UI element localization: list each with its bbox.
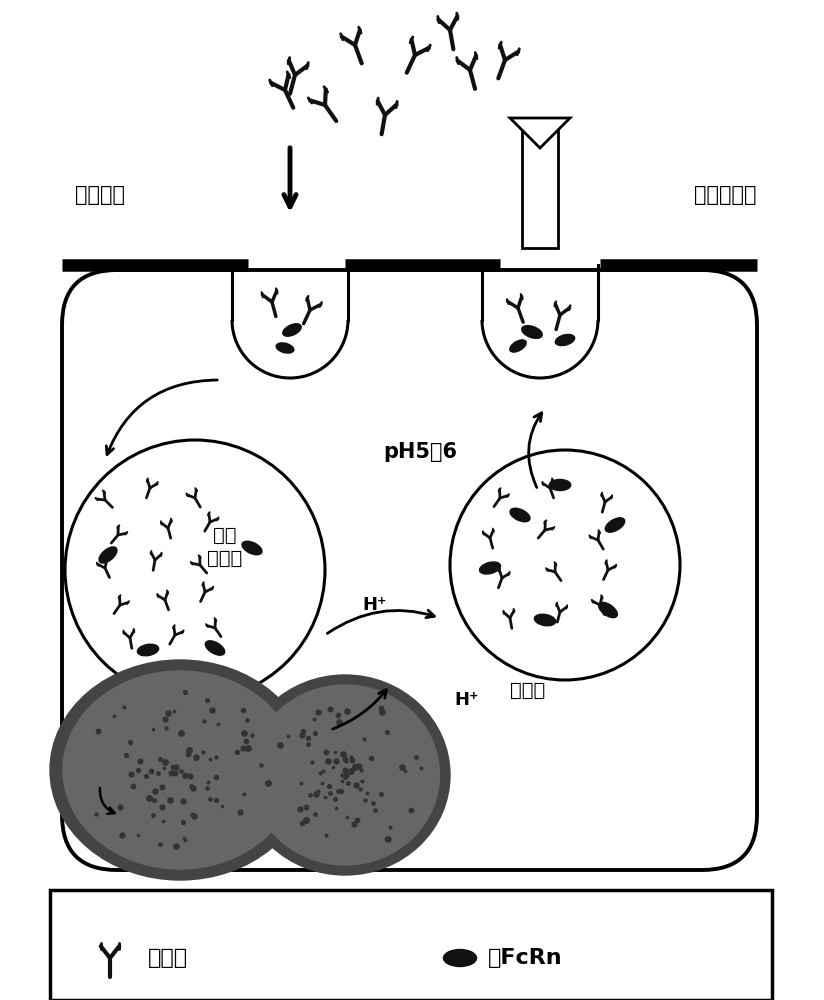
FancyBboxPatch shape bbox=[50, 890, 772, 1000]
Ellipse shape bbox=[535, 614, 555, 626]
Text: H⁺: H⁺ bbox=[455, 691, 480, 709]
Text: 分选: 分选 bbox=[213, 526, 236, 544]
Ellipse shape bbox=[606, 518, 625, 532]
Ellipse shape bbox=[242, 541, 262, 555]
Text: 胞饮作用: 胞饮作用 bbox=[75, 185, 125, 205]
Text: ：FcRn: ：FcRn bbox=[488, 948, 563, 968]
Polygon shape bbox=[522, 118, 558, 248]
Ellipse shape bbox=[510, 340, 527, 352]
Text: ：抗体: ：抗体 bbox=[148, 948, 188, 968]
Text: H⁺: H⁺ bbox=[363, 596, 387, 614]
Ellipse shape bbox=[555, 334, 574, 346]
Text: 核内体: 核内体 bbox=[208, 548, 242, 568]
Ellipse shape bbox=[205, 641, 225, 655]
Ellipse shape bbox=[599, 602, 617, 618]
FancyBboxPatch shape bbox=[62, 270, 757, 870]
Ellipse shape bbox=[240, 675, 450, 875]
Ellipse shape bbox=[50, 660, 310, 880]
Ellipse shape bbox=[99, 547, 117, 563]
Ellipse shape bbox=[276, 343, 294, 353]
Ellipse shape bbox=[480, 562, 500, 574]
Ellipse shape bbox=[250, 685, 439, 865]
Ellipse shape bbox=[63, 671, 297, 869]
Polygon shape bbox=[510, 118, 570, 148]
Text: pH5～6: pH5～6 bbox=[383, 442, 457, 462]
Ellipse shape bbox=[138, 644, 158, 656]
Ellipse shape bbox=[510, 508, 530, 522]
Ellipse shape bbox=[443, 950, 476, 966]
Text: 溶酶体: 溶酶体 bbox=[510, 680, 545, 700]
Ellipse shape bbox=[550, 479, 571, 491]
Ellipse shape bbox=[283, 324, 302, 336]
Text: 返回血浆中: 返回血浆中 bbox=[695, 185, 757, 205]
Ellipse shape bbox=[522, 326, 542, 338]
